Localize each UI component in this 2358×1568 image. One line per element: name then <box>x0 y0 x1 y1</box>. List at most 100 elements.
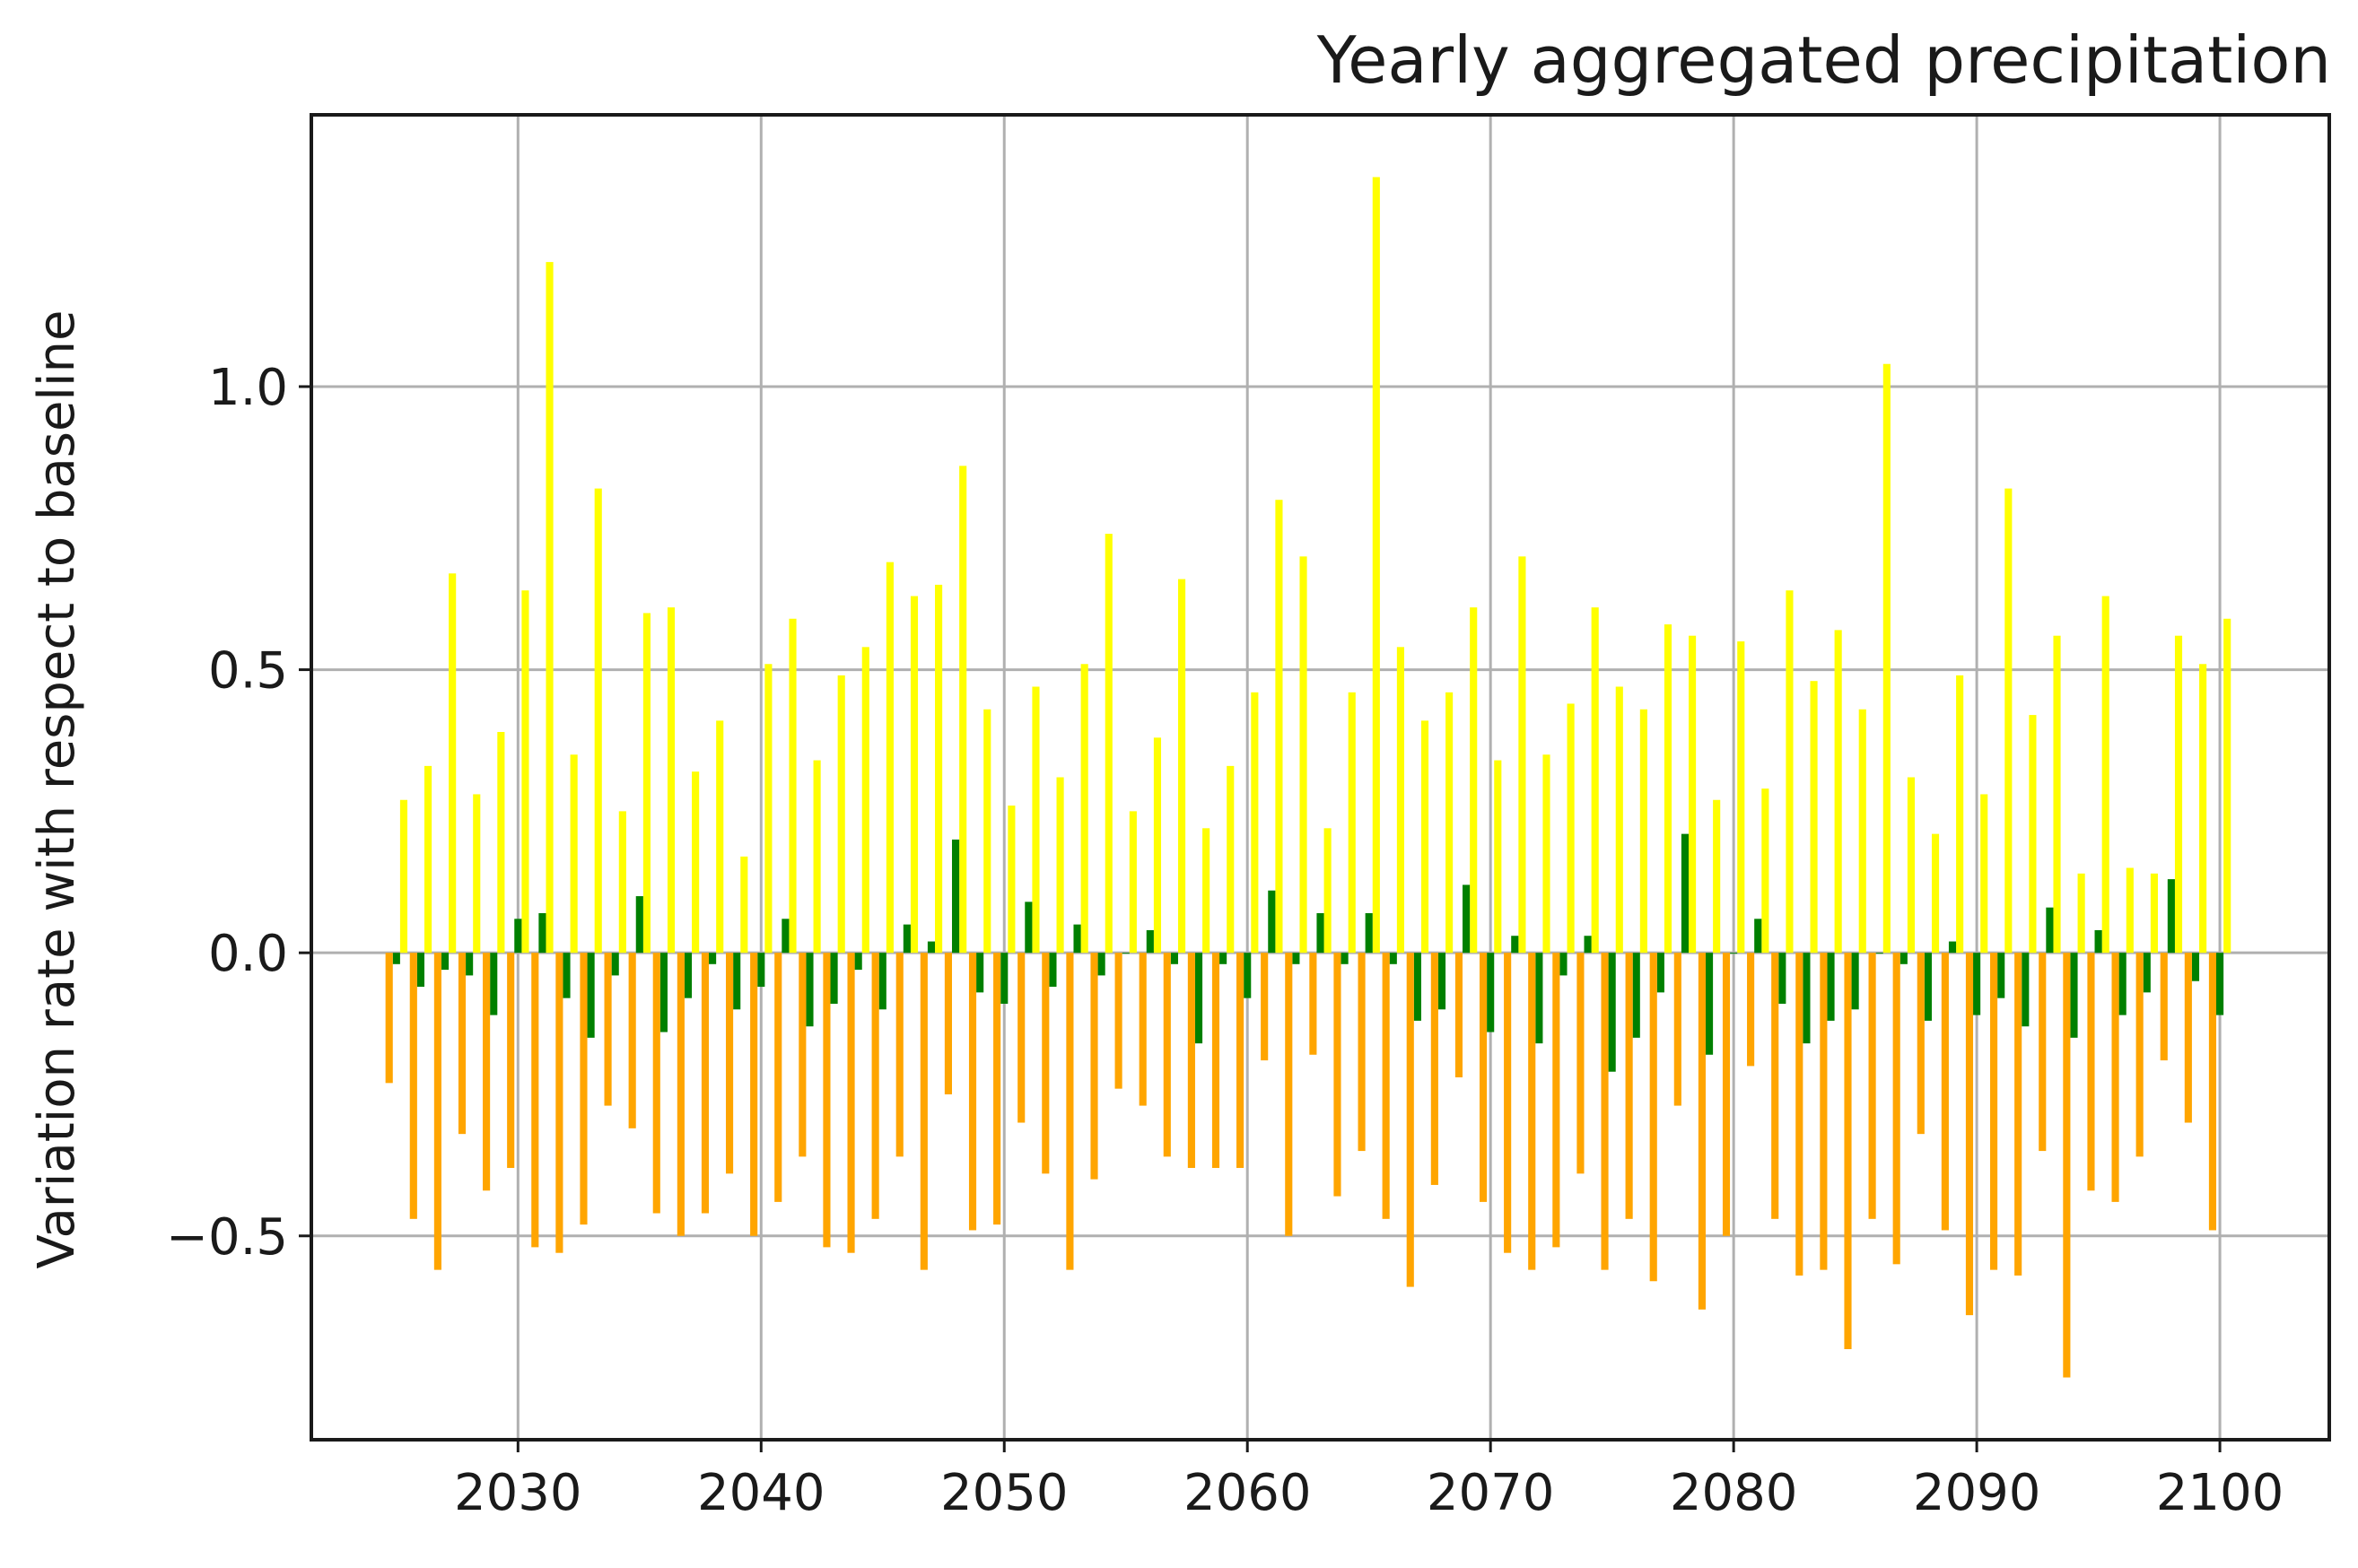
bar-series-0 <box>837 675 845 954</box>
bar-series-0 <box>1615 686 1623 954</box>
bar-series-0 <box>2053 635 2061 954</box>
bar-series-1 <box>684 953 693 998</box>
bar-series-0 <box>1858 709 1866 954</box>
bar-series-0 <box>594 488 602 954</box>
bar-series-2 <box>433 953 441 1270</box>
bar-series-1 <box>757 953 765 988</box>
bar-series-2 <box>871 953 879 1219</box>
bar-series-2 <box>604 953 612 1106</box>
bar-series-1 <box>806 953 814 1027</box>
bar-series-2 <box>1139 953 1147 1106</box>
bar-series-0 <box>1761 788 1769 954</box>
bar-series-2 <box>1892 953 1900 1265</box>
bar-series-1 <box>2046 907 2054 954</box>
bar-series-1 <box>1681 833 1690 954</box>
bar-series-1 <box>1365 912 1373 954</box>
bar-series-1 <box>927 941 936 954</box>
bar-series-0 <box>886 562 894 954</box>
bar-series-2 <box>507 953 515 1169</box>
bar-series-2 <box>385 953 393 1084</box>
bar-series-1 <box>538 912 546 954</box>
bar-series-2 <box>895 953 904 1157</box>
bar-series-0 <box>1713 799 1721 954</box>
y-tick-label: 0.0 <box>208 925 288 983</box>
bar-series-0 <box>2101 596 2109 954</box>
x-tick-label: 2080 <box>1670 1464 1798 1522</box>
bar-series-1 <box>1948 941 1957 954</box>
bar-series-0 <box>1129 811 1137 954</box>
bar-series-2 <box>1406 953 1414 1287</box>
bar-series-1 <box>587 953 595 1038</box>
bar-series-0 <box>1396 647 1404 954</box>
plot-frame <box>310 113 2331 1442</box>
bar-series-0 <box>1931 833 1940 954</box>
bar-series-1 <box>1900 953 1908 964</box>
bars <box>385 177 2231 1378</box>
bar-series-0 <box>1518 556 1526 954</box>
bar-series-1 <box>1146 929 1154 954</box>
bar-series-1 <box>951 839 960 954</box>
bar-series-1 <box>1049 953 1057 988</box>
bar-series-0 <box>1348 692 1356 954</box>
bar-series-0 <box>1834 630 1842 954</box>
bar-series-0 <box>1251 692 1259 954</box>
bar-series-1 <box>878 953 886 1010</box>
bar-series-1 <box>1559 953 1568 976</box>
bar-series-1 <box>1656 953 1664 993</box>
bar-series-2 <box>2160 953 2168 1061</box>
bar-series-1 <box>1170 953 1178 964</box>
bar-series-2 <box>823 953 831 1248</box>
bar-series-2 <box>1333 953 1341 1197</box>
bar-series-0 <box>1664 624 1672 954</box>
bar-series-0 <box>1275 500 1283 954</box>
bar-series-2 <box>677 953 685 1236</box>
bar-series-2 <box>799 953 807 1157</box>
bar-series-0 <box>910 596 919 954</box>
bar-series-1 <box>1122 953 1130 954</box>
bar-series-2 <box>1114 953 1122 1089</box>
bar-series-0 <box>1323 828 1332 954</box>
bar-series-2 <box>1649 953 1657 1282</box>
bar-series-2 <box>628 953 636 1128</box>
bar-series-1 <box>441 953 450 971</box>
bar-series-0 <box>424 765 432 954</box>
bar-series-0 <box>473 794 481 954</box>
bar-series-0 <box>716 720 724 954</box>
x-tick-label: 2090 <box>1913 1464 2041 1522</box>
bar-series-1 <box>1803 953 1811 1044</box>
bar-series-1 <box>466 953 474 976</box>
chart-title: Yearly aggregated precipitation <box>1316 22 2331 98</box>
x-tick-label: 2040 <box>697 1464 825 1522</box>
bar-series-2 <box>1747 953 1755 1067</box>
bar-series-0 <box>1153 737 1162 954</box>
bar-series-0 <box>1956 675 1964 954</box>
bar-series-2 <box>1017 953 1026 1123</box>
bar-series-1 <box>1463 884 1471 954</box>
bar-series-2 <box>1795 953 1803 1276</box>
bar-series-2 <box>1358 953 1366 1152</box>
bar-series-0 <box>1056 777 1064 954</box>
bar-series-0 <box>1591 607 1599 954</box>
bar-series-2 <box>2087 953 2095 1191</box>
bar-series-0 <box>642 613 651 954</box>
bar-series-1 <box>2216 953 2224 1015</box>
bar-series-0 <box>1882 363 1891 954</box>
bar-series-0 <box>1810 681 1818 954</box>
bar-series-1 <box>563 953 571 998</box>
bar-series-1 <box>1535 953 1543 1044</box>
bar-series-1 <box>1584 936 1592 954</box>
x-tick-label: 2050 <box>940 1464 1069 1522</box>
bar-series-1 <box>1437 953 1446 1010</box>
bar-series-0 <box>497 732 505 954</box>
bar-series-0 <box>546 262 554 954</box>
bar-series-1 <box>1924 953 1932 1021</box>
bar-series-2 <box>1430 953 1438 1185</box>
axis-ticks: 2030 2040 2050 2060 2070 2080 2090 2100 −0.5 0.0 0… <box>166 359 2284 1522</box>
bar-series-0 <box>521 590 529 954</box>
bar-series-1 <box>392 953 400 964</box>
bar-series-2 <box>2135 953 2144 1157</box>
bar-series-0 <box>861 647 869 954</box>
bar-series-1 <box>2118 953 2127 1015</box>
bar-series-2 <box>2184 953 2192 1123</box>
x-tick-label: 2100 <box>2156 1464 2284 1522</box>
